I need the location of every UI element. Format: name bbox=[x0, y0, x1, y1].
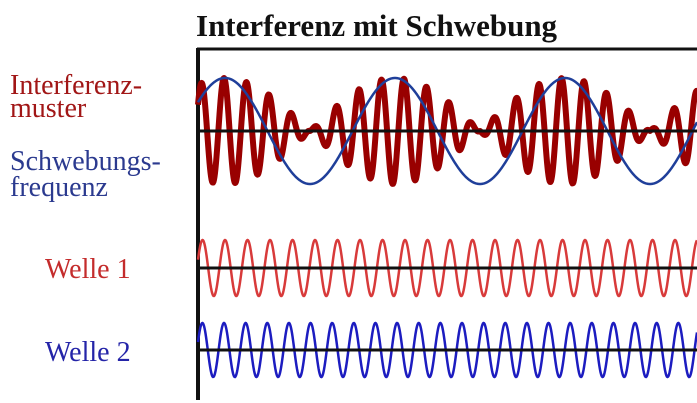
beat-frequency-envelope bbox=[196, 76, 697, 186]
label-beat-line2: frequenz bbox=[10, 172, 108, 203]
label-wave-1: Welle 1 bbox=[45, 254, 131, 285]
label-interference-line1: Interferenz- bbox=[10, 70, 143, 101]
wave-1-curve bbox=[196, 238, 697, 298]
label-beat-line1: Schwebungs- bbox=[10, 146, 161, 177]
label-wave-2: Welle 2 bbox=[45, 337, 131, 368]
diagram-title: Interferenz mit Schwebung bbox=[196, 8, 558, 43]
label-interference-line2: muster bbox=[10, 93, 87, 124]
wave-2-curve bbox=[196, 321, 697, 379]
